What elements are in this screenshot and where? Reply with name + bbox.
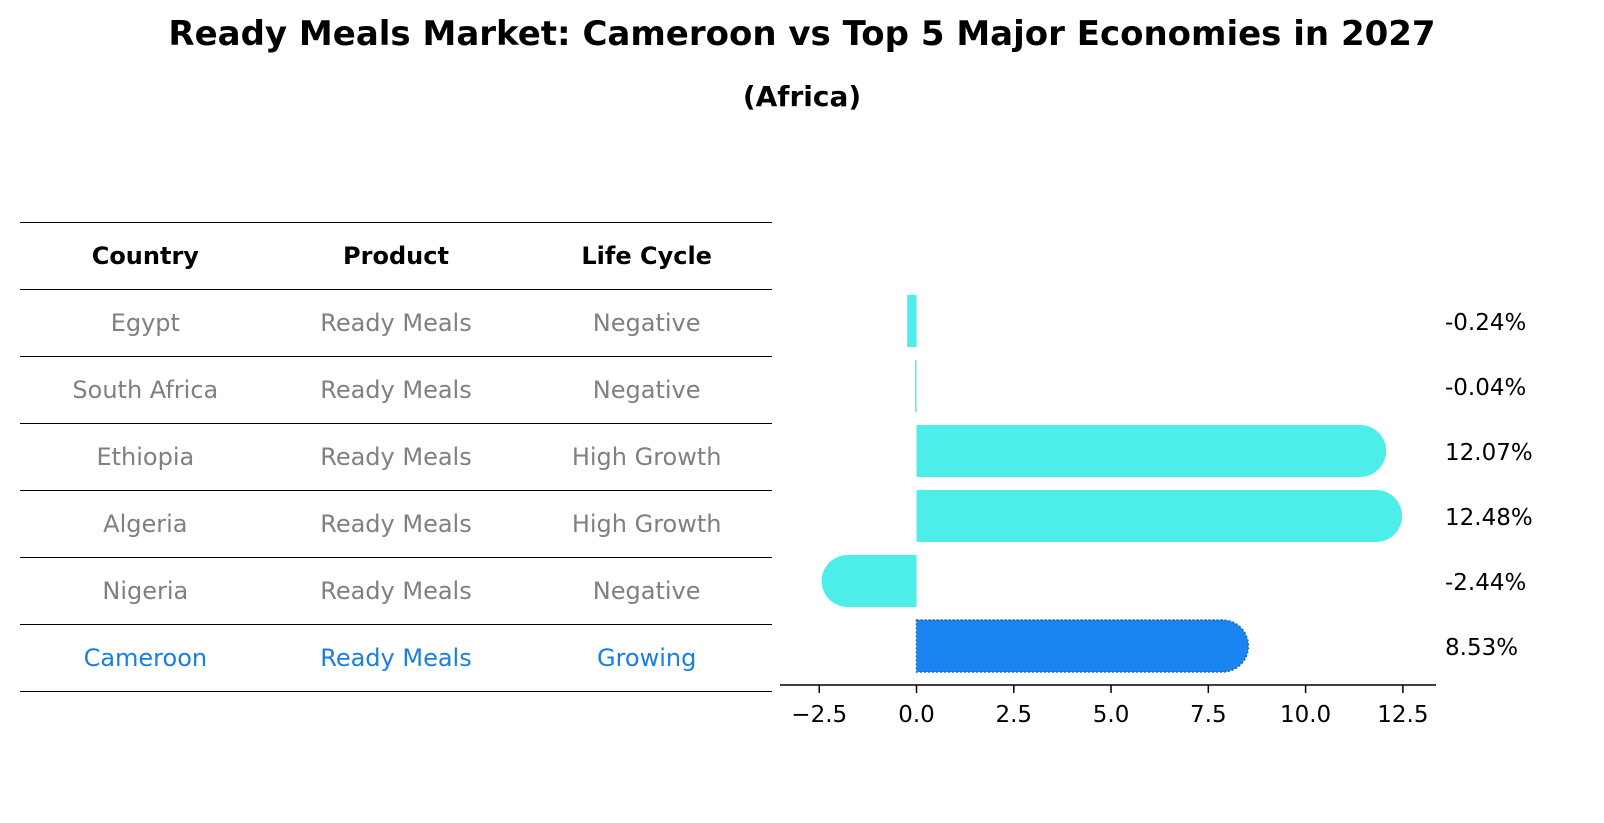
cell-life-cycle: Negative [521, 356, 772, 424]
cell-country: Egypt [20, 289, 271, 357]
value-label-nigeria: -2.44% [1445, 570, 1526, 596]
bar-chart: -0.24% -0.04% 12.07% 12.48% -2.44% 8.53% −2.5 0… [773, 280, 1604, 760]
bar-ethiopia [916, 425, 1387, 477]
table-row: South Africa Ready Meals Negative [20, 356, 772, 424]
table-row-highlight: Cameroon Ready Meals Growing [20, 624, 772, 692]
x-tick-label: 7.5 [1190, 702, 1227, 728]
cell-product: Ready Meals [270, 289, 522, 357]
cell-life-cycle: High Growth [521, 490, 772, 558]
header-country: Country [20, 222, 271, 290]
cell-life-cycle: High Growth [521, 423, 772, 491]
cell-country: Cameroon [20, 624, 271, 692]
header-product: Product [270, 222, 522, 290]
cell-product: Ready Meals [270, 356, 522, 424]
x-tick-label: 2.5 [995, 702, 1032, 728]
cell-product: Ready Meals [270, 624, 522, 692]
cell-product: Ready Meals [270, 423, 522, 491]
value-label-egypt: -0.24% [1445, 310, 1526, 336]
cell-life-cycle: Growing [521, 624, 772, 692]
cell-country: Ethiopia [20, 423, 271, 491]
table-row: Egypt Ready Meals Negative [20, 289, 772, 357]
header-life-cycle: Life Cycle [521, 222, 772, 290]
x-tick-label: 0.0 [898, 702, 935, 728]
value-label-ethiopia: 12.07% [1445, 440, 1533, 466]
cell-life-cycle: Negative [521, 557, 772, 625]
bar-chart-svg: -0.24% -0.04% 12.07% 12.48% -2.44% 8.53% −2.5 0… [773, 295, 1533, 728]
cell-country: South Africa [20, 356, 271, 424]
x-tick-label: 12.5 [1377, 702, 1428, 728]
table-header-row: Country Product Life Cycle [20, 222, 772, 290]
table-row: Ethiopia Ready Meals High Growth [20, 423, 772, 491]
chart-subtitle: (Africa) [742, 80, 862, 113]
value-label-cameroon: 8.53% [1445, 635, 1518, 661]
bar-algeria [916, 490, 1403, 542]
bar-egypt [907, 295, 917, 347]
table-row: Algeria Ready Meals High Growth [20, 490, 772, 558]
cell-country: Algeria [20, 490, 271, 558]
bar-nigeria [821, 555, 917, 607]
chart-title: Ready Meals Market: Cameroon vs Top 5 Ma… [168, 14, 1436, 54]
market-table: Country Product Life Cycle Egypt Ready M… [20, 222, 772, 692]
bar-south-africa [914, 360, 917, 412]
data-table: Country Product Life Cycle Egypt Ready M… [20, 222, 772, 692]
x-tick-label: −2.5 [791, 702, 847, 728]
cell-product: Ready Meals [270, 557, 522, 625]
value-label-south-africa: -0.04% [1445, 375, 1526, 401]
x-tick-label: 10.0 [1280, 702, 1331, 728]
cell-life-cycle: Negative [521, 289, 772, 357]
cell-product: Ready Meals [270, 490, 522, 558]
table-row: Nigeria Ready Meals Negative [20, 557, 772, 625]
cell-country: Nigeria [20, 557, 271, 625]
bar-cameroon [915, 619, 1250, 673]
value-label-algeria: 12.48% [1445, 505, 1533, 531]
x-tick-label: 5.0 [1093, 702, 1130, 728]
